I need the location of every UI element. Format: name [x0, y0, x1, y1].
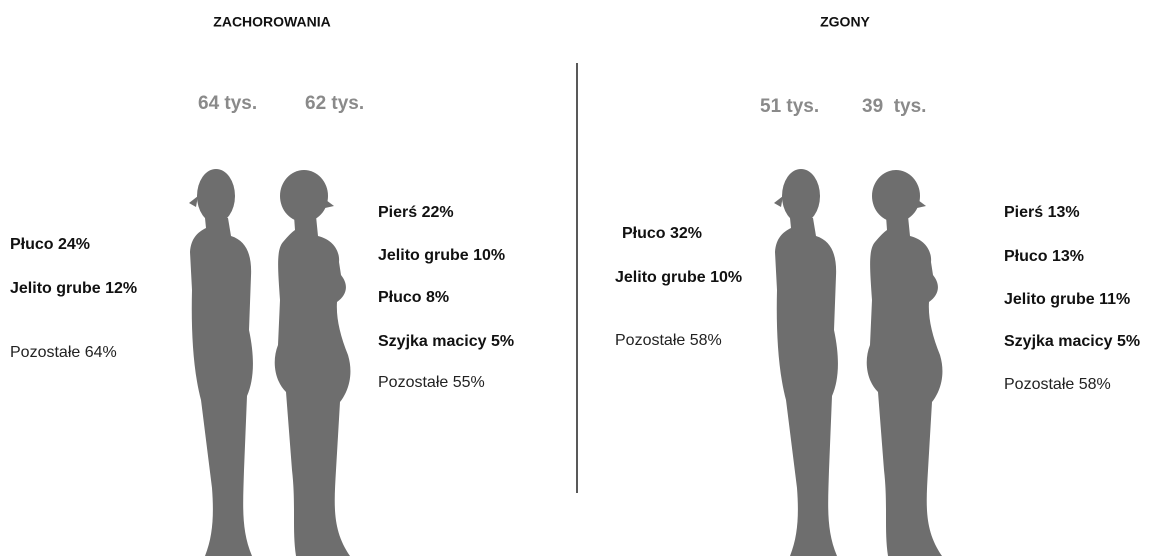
- male-item: Płuco 32%: [622, 225, 702, 242]
- female-silhouette: [275, 170, 351, 556]
- male-item: Jelito grube 10%: [615, 269, 742, 286]
- section-title: ZGONY: [820, 14, 870, 30]
- male-other: Pozostałe 64%: [10, 344, 117, 361]
- female-item: Płuco 13%: [1004, 248, 1084, 265]
- female-other: Pozostałe 58%: [1004, 376, 1111, 393]
- male-silhouette: [774, 169, 838, 556]
- female-item: Pierś 22%: [378, 204, 454, 221]
- female-item: Płuco 8%: [378, 289, 449, 306]
- male-total: 51 tys.: [760, 96, 819, 117]
- male-item: Płuco 24%: [10, 236, 90, 253]
- female-total: 39 tys.: [862, 96, 926, 117]
- male-silhouette: [189, 169, 253, 556]
- infographic: ZACHOROWANIA 64 tys. 62 tys. Płuco 24% J…: [0, 0, 1169, 556]
- female-item: Szyjka macicy 5%: [378, 333, 514, 350]
- female-item: Pierś 13%: [1004, 204, 1080, 221]
- section-title: ZACHOROWANIA: [213, 14, 330, 30]
- female-item: Jelito grube 11%: [1004, 291, 1130, 308]
- female-silhouette: [867, 170, 943, 556]
- female-item: Jelito grube 10%: [378, 247, 505, 264]
- male-item: Jelito grube 12%: [10, 280, 137, 297]
- female-item: Szyjka macicy 5%: [1004, 333, 1140, 350]
- male-other: Pozostałe 58%: [615, 332, 722, 349]
- male-total: 64 tys.: [198, 93, 257, 114]
- female-total: 62 tys.: [305, 93, 364, 114]
- female-other: Pozostałe 55%: [378, 374, 485, 391]
- canvas: ZACHOROWANIA 64 tys. 62 tys. Płuco 24% J…: [0, 0, 1169, 556]
